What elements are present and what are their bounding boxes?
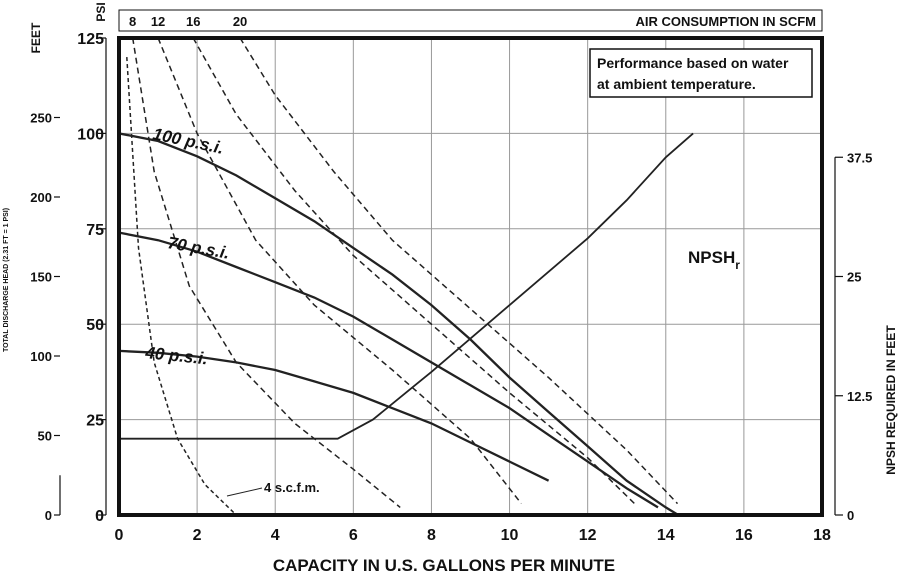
plot-border: [117, 36, 824, 517]
x-tick-label: 18: [813, 527, 831, 544]
note-line-1: Performance based on water: [597, 55, 789, 71]
psi-tick-label: 50: [38, 429, 52, 444]
psi-tick-label: 200: [30, 190, 52, 205]
x-tick-label: 2: [193, 527, 202, 544]
note-line-2: at ambient temperature.: [597, 76, 756, 92]
labels: 0 2 4 6 8 10 12 14 16 18 CAPACITY IN U.S. GALLONS …: [3, 2, 898, 574]
feet-axis-label: FEET: [29, 22, 43, 53]
psi-axis-sublabel: TOTAL DISCHARGE HEAD (2.31 FT = 1 PSI): [3, 208, 10, 352]
pressure-curve-70-psi: [119, 231, 659, 509]
x-axis-label: CAPACITY IN U.S. GALLONS PER MINUTE: [273, 556, 615, 574]
x-tick-label: 14: [657, 527, 675, 544]
feet-tick-label: 100: [77, 126, 104, 143]
psi-tick-label: 250: [30, 111, 52, 126]
scfm-leader-line: [226, 487, 263, 497]
x-tick-label: 4: [271, 527, 280, 544]
x-tick-label: 12: [579, 527, 597, 544]
x-tick-label: 6: [349, 527, 358, 544]
air-consumption-title: AIR CONSUMPTION IN SCFM: [635, 14, 816, 29]
air-consumption-box: [118, 9, 823, 32]
axes: [54, 9, 843, 517]
psi-tick-label: 0: [45, 508, 52, 523]
npsh-tick-label: 0: [847, 508, 854, 523]
npsh-tick-label: 25: [847, 270, 861, 285]
npsh-tick-label: 37.5: [847, 150, 872, 165]
scfm-curves: [126, 38, 679, 515]
npsh-tick-label: 12.5: [847, 389, 872, 404]
grid-lines: [119, 38, 822, 515]
feet-tick-label: 125: [77, 31, 104, 48]
x-tick-label: 10: [501, 527, 519, 544]
feet-tick-label: 75: [86, 222, 104, 239]
scfm-tick-label: 16: [186, 14, 200, 29]
scfm-tick-label: 20: [233, 14, 247, 29]
feet-tick-label: 50: [86, 317, 104, 334]
npsh-curve-label: NPSHr: [688, 248, 740, 272]
npsh-curve-group: [119, 132, 694, 440]
psi-axis-label: PSI: [94, 2, 108, 21]
scfm-curve-20: [239, 38, 679, 505]
x-tick-label: 0: [115, 527, 124, 544]
scfm-curve-12: [157, 38, 522, 505]
note-box: [589, 48, 813, 98]
x-tick-label: 16: [735, 527, 753, 544]
scfm-curve-16: [192, 38, 636, 505]
npsh-curve: [119, 132, 694, 440]
psi-tick-label: 100: [30, 349, 52, 364]
psi-tick-label: 150: [30, 270, 52, 285]
feet-tick-label: 0: [95, 508, 104, 525]
pressure-curve-40-psi: [119, 349, 550, 482]
x-tick-label: 8: [427, 527, 436, 544]
npsh-axis-label: NPSH REQUIRED IN FEET: [884, 325, 898, 475]
scfm-tick-label: 12: [151, 14, 165, 29]
curve-label-40-psi: 40 p.s.i.: [144, 343, 209, 369]
curve-label-70-psi: 70 p.s.i.: [166, 233, 231, 263]
scfm-curve-8: [131, 38, 401, 508]
pressure-curve-100-psi: [119, 132, 681, 515]
feet-tick-label: 25: [86, 413, 104, 430]
scfm-curve-4scfm: [126, 57, 238, 515]
scfm-curve-label: 4 s.c.f.m.: [264, 480, 320, 495]
pressure-curves: [119, 132, 681, 515]
scfm-tick-label: 8: [129, 14, 136, 29]
